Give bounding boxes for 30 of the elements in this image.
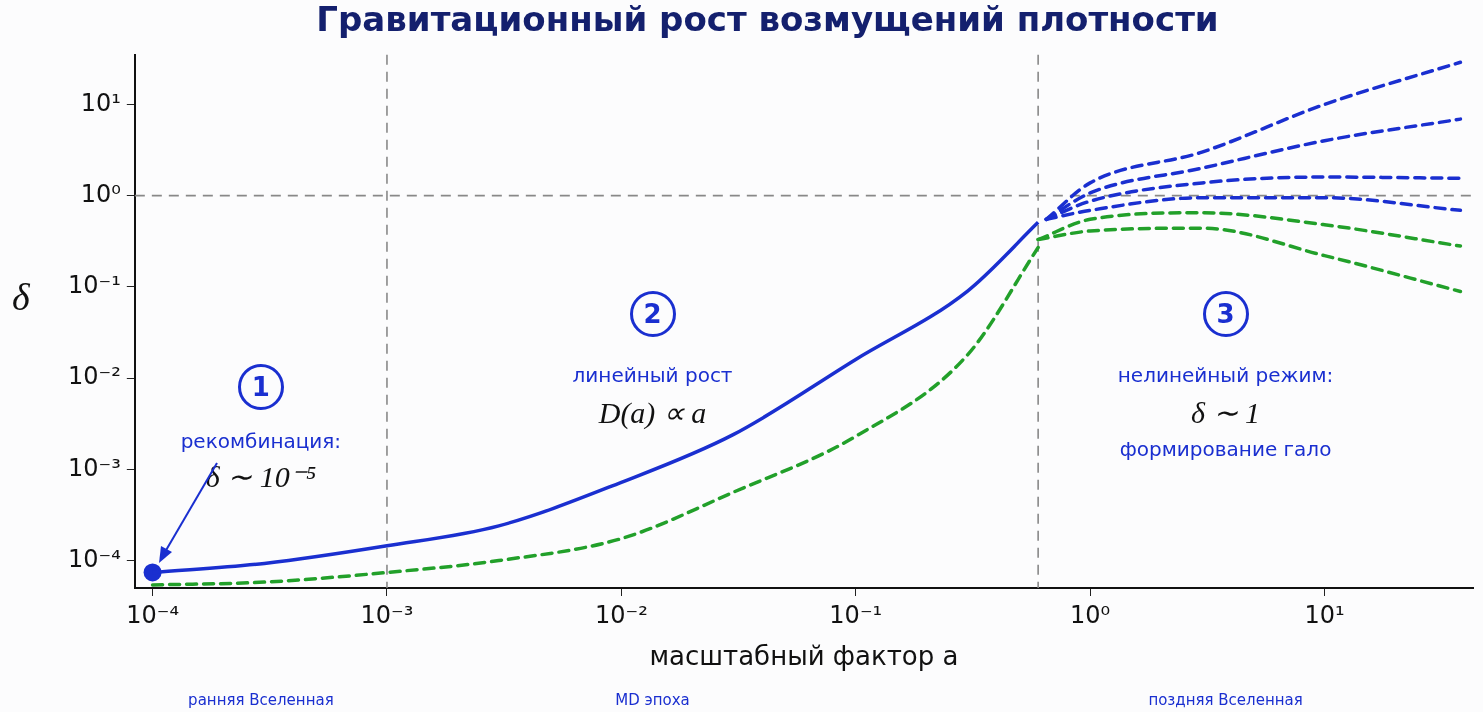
annotation: рекомбинация: <box>180 428 342 453</box>
annotation: D(a) ∝ a <box>598 395 707 429</box>
x-tick-label: 10⁻¹ <box>829 600 883 629</box>
x-tick-label: 10⁻² <box>594 600 648 629</box>
text: ранняя Вселенная <box>188 691 334 710</box>
annotation: линейный рост <box>572 362 733 387</box>
annotation: нелинейный режим: <box>1117 362 1334 387</box>
annotation: 3 <box>1216 298 1235 329</box>
x-tick-label: 10⁻³ <box>360 600 414 629</box>
x-tick-label: 10¹ <box>1304 600 1345 629</box>
y-axis-title: δ <box>12 275 30 320</box>
annotation: формирование гало <box>1119 437 1332 462</box>
y-tick-label: 10¹ <box>80 88 121 117</box>
annotation: 1 <box>251 371 270 402</box>
text: поздняя Вселенная <box>1148 691 1303 710</box>
circle-outline: 2 <box>629 290 676 337</box>
annotation: δ ∼ 1 <box>1191 395 1261 429</box>
x-axis-title: масштабный фактор a <box>649 641 959 672</box>
x-tick-label: 10⁰ <box>1070 600 1111 629</box>
x-tick-label: 10⁻⁴ <box>126 600 179 629</box>
circle-outline: 3 <box>1202 290 1249 337</box>
y-tick-label: 10⁰ <box>80 179 121 208</box>
text: MD эпоха <box>615 691 690 710</box>
y-tick-label: 10⁻³ <box>68 453 121 482</box>
y-tick-label: 10⁻⁴ <box>68 544 121 573</box>
annotation: 2 <box>643 298 662 329</box>
y-tick-label: 10⁻¹ <box>68 271 121 300</box>
y-tick-label: 10⁻² <box>68 362 121 391</box>
chart-title: Гравитационный рост возмущений плотности <box>316 0 1219 40</box>
circle-outline: 1 <box>237 363 284 410</box>
